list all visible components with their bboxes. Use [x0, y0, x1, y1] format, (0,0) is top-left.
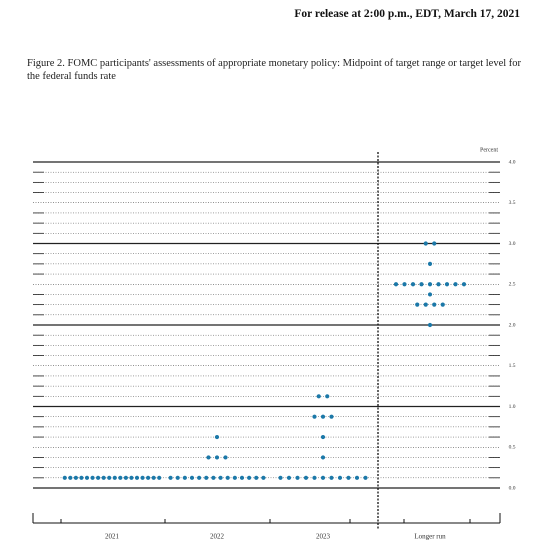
dot: [62, 475, 67, 480]
dot: [90, 475, 95, 480]
dot: [419, 282, 424, 287]
dot: [432, 302, 437, 307]
x-tick-label: 2021: [105, 533, 120, 541]
dot: [337, 475, 343, 480]
dot: [118, 475, 123, 480]
dot: [232, 475, 237, 480]
dot: [453, 282, 458, 287]
y-tick-label: 0.5: [509, 445, 516, 451]
dot: [254, 475, 259, 480]
dot: [129, 475, 134, 480]
dot: [157, 475, 162, 480]
y-tick-label: 3.5: [509, 200, 516, 206]
y-tick-label: 2.5: [509, 282, 516, 288]
dot: [432, 241, 437, 246]
dot: [197, 475, 202, 480]
dot: [320, 434, 326, 440]
dot: [440, 302, 445, 307]
dot: [363, 475, 368, 480]
dot: [204, 475, 209, 480]
dot: [329, 475, 334, 480]
dot: [295, 475, 300, 480]
y-tick-label: 1.5: [509, 363, 516, 369]
dot: [84, 475, 90, 480]
dot: [146, 475, 151, 480]
dot: [151, 475, 156, 480]
dot: [427, 282, 433, 287]
dot: [354, 475, 360, 480]
dot: [410, 282, 416, 287]
dot: [225, 475, 230, 480]
dot: [346, 475, 351, 480]
dot: [223, 455, 228, 460]
dot: [329, 414, 334, 419]
dot: [211, 475, 216, 480]
x-tick-label: 2022: [210, 533, 225, 541]
y-axis-label: Percent: [480, 147, 498, 153]
dot: [320, 475, 326, 480]
dot: [214, 434, 220, 440]
dot: [423, 241, 428, 246]
dot: [461, 282, 467, 287]
y-tick-label: 0.0: [509, 485, 516, 491]
dot: [320, 414, 326, 419]
dot: [112, 475, 117, 480]
x-tick-label: Longer run: [414, 533, 446, 541]
dot: [107, 475, 112, 480]
dot: [96, 475, 101, 480]
dot: [189, 475, 195, 480]
dot: [278, 475, 283, 480]
dot: [415, 302, 420, 307]
dot: [402, 282, 407, 287]
y-tick-label: 4.0: [509, 159, 516, 165]
dot: [182, 475, 187, 480]
dot: [175, 475, 180, 480]
x-tick-label: 2023: [316, 533, 331, 541]
dot: [312, 414, 317, 419]
dot: [214, 455, 220, 460]
dot: [316, 394, 321, 399]
dot: [325, 394, 330, 399]
dot: [168, 475, 173, 480]
dot: [261, 475, 266, 480]
dot: [140, 475, 145, 480]
dot: [239, 475, 245, 480]
dot: [427, 322, 433, 328]
dot: [206, 455, 211, 460]
dot: [393, 282, 399, 287]
dot: [436, 282, 441, 287]
dot: [73, 475, 78, 480]
dot: [68, 475, 73, 480]
dot: [101, 475, 106, 480]
y-tick-label: 1.0: [509, 404, 516, 410]
dot: [320, 455, 326, 460]
y-tick-label: 2.0: [509, 322, 516, 328]
release-note: For release at 2:00 p.m., EDT, March 17,…: [294, 8, 520, 20]
figure-title: Figure 2. FOMC participants' assessments…: [27, 58, 522, 82]
dot: [312, 475, 317, 480]
dot: [134, 475, 140, 480]
dot: [427, 261, 433, 266]
dot: [423, 302, 428, 307]
dot: [303, 475, 309, 480]
dot: [427, 292, 433, 297]
dot: [79, 475, 84, 480]
dot: [444, 282, 450, 287]
dot: [247, 475, 252, 480]
dot: [123, 475, 128, 480]
dot: [218, 475, 223, 480]
dot: [286, 475, 292, 480]
y-tick-label: 3.0: [509, 241, 516, 247]
